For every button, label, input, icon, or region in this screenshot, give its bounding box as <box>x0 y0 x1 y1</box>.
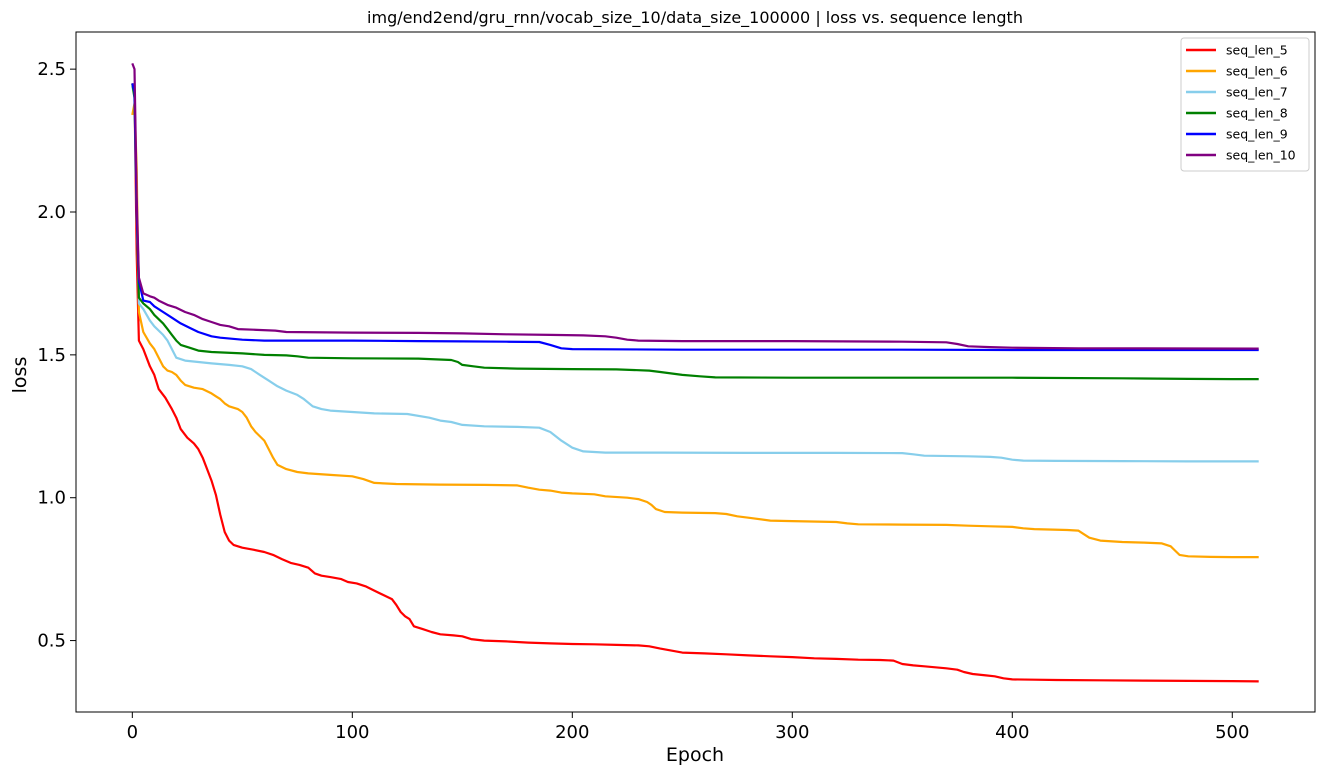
y-axis: 0.5 1.0 1.5 2.0 2.5 <box>37 59 76 652</box>
x-tick-label: 0 <box>127 722 138 743</box>
legend-label: seq_len_7 <box>1226 85 1288 100</box>
series-line-seq-len-9 <box>131 83 1259 352</box>
series-line-seq-len-10 <box>131 63 1259 350</box>
y-tick-label: 2.5 <box>37 59 66 80</box>
y-axis-label: loss <box>9 357 31 394</box>
legend-label: seq_len_9 <box>1226 127 1288 142</box>
chart-title: img/end2end/gru_rnn/vocab_size_10/data_s… <box>367 8 1023 28</box>
x-tick-label: 100 <box>335 722 369 743</box>
series-line-seq-len-8 <box>131 83 1259 381</box>
y-tick-label: 1.0 <box>37 488 66 509</box>
legend-label: seq_len_10 <box>1226 148 1296 163</box>
y-tick-label: 2.0 <box>37 202 66 223</box>
plot-frame <box>75 31 1316 713</box>
series-line-seq-len-7 <box>131 86 1259 463</box>
legend-label: seq_len_8 <box>1226 106 1288 121</box>
series-lines <box>131 63 1259 683</box>
x-tick-label: 200 <box>555 722 589 743</box>
x-tick-label: 300 <box>775 722 809 743</box>
y-tick-label: 0.5 <box>37 631 66 652</box>
legend: seq_len_5 seq_len_6 seq_len_7 seq_len_8 seq_… <box>1180 37 1310 172</box>
y-tick-label: 1.5 <box>37 345 66 366</box>
x-axis: 0 100 200 300 400 500 <box>127 712 1249 743</box>
legend-label: seq_len_6 <box>1226 64 1288 79</box>
x-axis-label: Epoch <box>666 744 724 766</box>
x-tick-label: 400 <box>995 722 1029 743</box>
series-line-seq-len-6 <box>131 102 1259 559</box>
legend-label: seq_len_5 <box>1226 43 1288 58</box>
x-tick-label: 500 <box>1215 722 1249 743</box>
series-line-seq-len-5 <box>131 83 1259 683</box>
